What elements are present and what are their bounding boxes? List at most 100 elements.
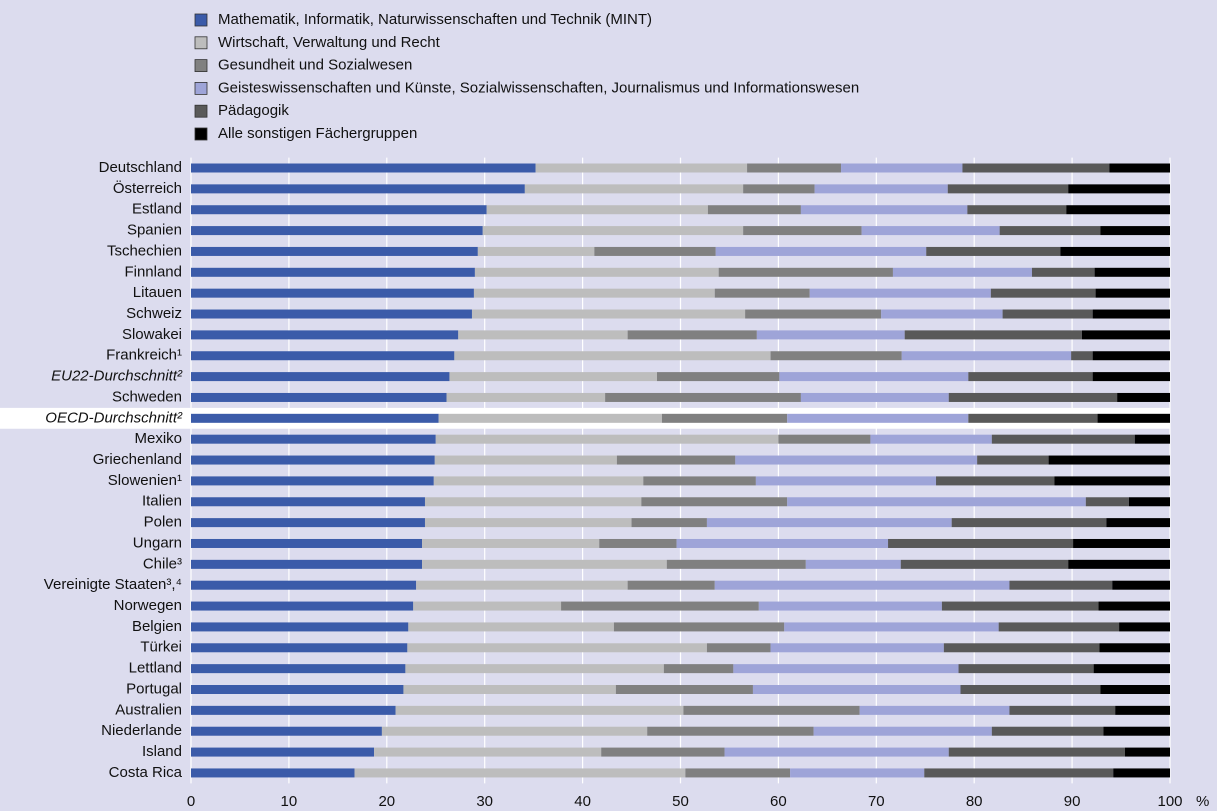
legend-label: Wirtschaft, Verwaltung und Recht [218, 34, 441, 51]
bar-segment [745, 309, 882, 319]
legend-swatch [194, 59, 208, 72]
bar-segment [405, 664, 664, 674]
bar-segment [1100, 685, 1170, 694]
bar-segment [1100, 226, 1170, 236]
bar-segment [758, 601, 942, 611]
bar-segment [446, 392, 606, 402]
y-tick-label: Tschechien [107, 242, 182, 259]
bar-segment [1085, 497, 1129, 507]
bar-segment [809, 288, 991, 298]
bar-segment [998, 622, 1120, 632]
bar-segment [1073, 538, 1170, 548]
legend-swatch [194, 82, 208, 95]
bar-segment [424, 497, 642, 507]
bar-segment [1112, 580, 1170, 590]
bar-segment [841, 163, 963, 173]
bar-segment [755, 476, 937, 486]
x-tick-label: 50 [672, 793, 689, 810]
bar-segment [1128, 497, 1170, 507]
bar-segment [706, 643, 771, 653]
bar-segment [926, 246, 1061, 256]
x-tick-label: 80 [966, 793, 983, 810]
bar-segment [904, 330, 1082, 340]
bar-segment [422, 538, 600, 548]
y-tick-label: Slowakei [122, 326, 182, 343]
y-tick-label: Deutschland [99, 159, 182, 176]
bar-segment [967, 205, 1067, 215]
bar-segment [191, 455, 435, 465]
bar-segment [787, 413, 969, 423]
bar-segment [977, 455, 1049, 465]
bar-segment [936, 476, 1055, 486]
bar-segment [951, 518, 1107, 528]
bar-segment [901, 351, 1072, 361]
bar-segment [1097, 413, 1170, 423]
bar-segment [1103, 726, 1170, 736]
bar-segment [191, 601, 414, 611]
y-tick-label: Chile³ [143, 555, 182, 572]
bar-segment [1106, 518, 1170, 528]
bar-segment [960, 685, 1101, 694]
bar-segment [747, 163, 842, 173]
bar-segment [561, 601, 759, 611]
bar-segment [191, 538, 423, 548]
bar-segment [813, 726, 992, 736]
bar-segment [1009, 705, 1116, 715]
bar-segment [707, 205, 801, 215]
bar-segment [743, 184, 815, 194]
y-tick-label: Schweden [112, 388, 182, 405]
bar-segment [449, 372, 658, 382]
y-tick-label: Island [142, 743, 182, 760]
bar-segment [627, 330, 757, 340]
bar-segment [657, 372, 780, 382]
bar-segment [374, 747, 602, 757]
bar-segment [888, 538, 1074, 548]
bar-segment [800, 205, 968, 215]
legend-label: Mathematik, Informatik, Naturwissenschaf… [218, 11, 652, 28]
x-tick-label: 40 [574, 793, 591, 810]
bar-segment [395, 705, 684, 715]
bar-segment [1117, 392, 1170, 402]
bar-segment [924, 768, 1114, 778]
bar-segment [1092, 309, 1170, 319]
bar-segment [892, 267, 1032, 277]
bar-segment [1113, 768, 1170, 778]
bar-segment [191, 643, 408, 653]
x-tick-label: 10 [281, 793, 298, 810]
y-tick-label: Mexiko [134, 430, 182, 447]
bar-segment [948, 392, 1118, 402]
bar-segment [191, 184, 525, 194]
legend-label: Alle sonstigen Fächergruppen [218, 125, 417, 142]
y-tick-label: Norwegen [114, 597, 182, 614]
bar-segment [718, 267, 893, 277]
y-tick-label: Estland [132, 201, 182, 218]
bar-segment [778, 434, 871, 444]
bar-segment [408, 622, 614, 632]
bar-segment [724, 747, 949, 757]
bar-segment [999, 226, 1101, 236]
bar-segment [790, 768, 925, 778]
bar-segment [605, 392, 801, 402]
bar-segment [482, 226, 744, 236]
bar-segment [191, 205, 487, 215]
bar-segment [191, 267, 475, 277]
y-tick-label: Spanien [127, 222, 182, 239]
bar-segment [1094, 267, 1170, 277]
bar-segment [473, 288, 715, 298]
bar-segment [968, 413, 1098, 423]
bar-segment [900, 559, 1069, 569]
bar-segment [613, 622, 785, 632]
bar-segment [859, 705, 1010, 715]
legend-label: Pädagogik [218, 102, 289, 119]
y-tick-label: OECD-Durchschnitt² [45, 409, 183, 426]
x-axis-label: % [1196, 793, 1209, 810]
bar-segment [715, 246, 927, 256]
bar-segment [435, 434, 779, 444]
bar-segment [599, 538, 677, 548]
bar-segment [615, 685, 753, 694]
bar-segment [381, 726, 648, 736]
bar-segment [422, 559, 667, 569]
bar-segment [881, 309, 1003, 319]
bar-segment [714, 580, 1010, 590]
bar-segment [191, 351, 455, 361]
